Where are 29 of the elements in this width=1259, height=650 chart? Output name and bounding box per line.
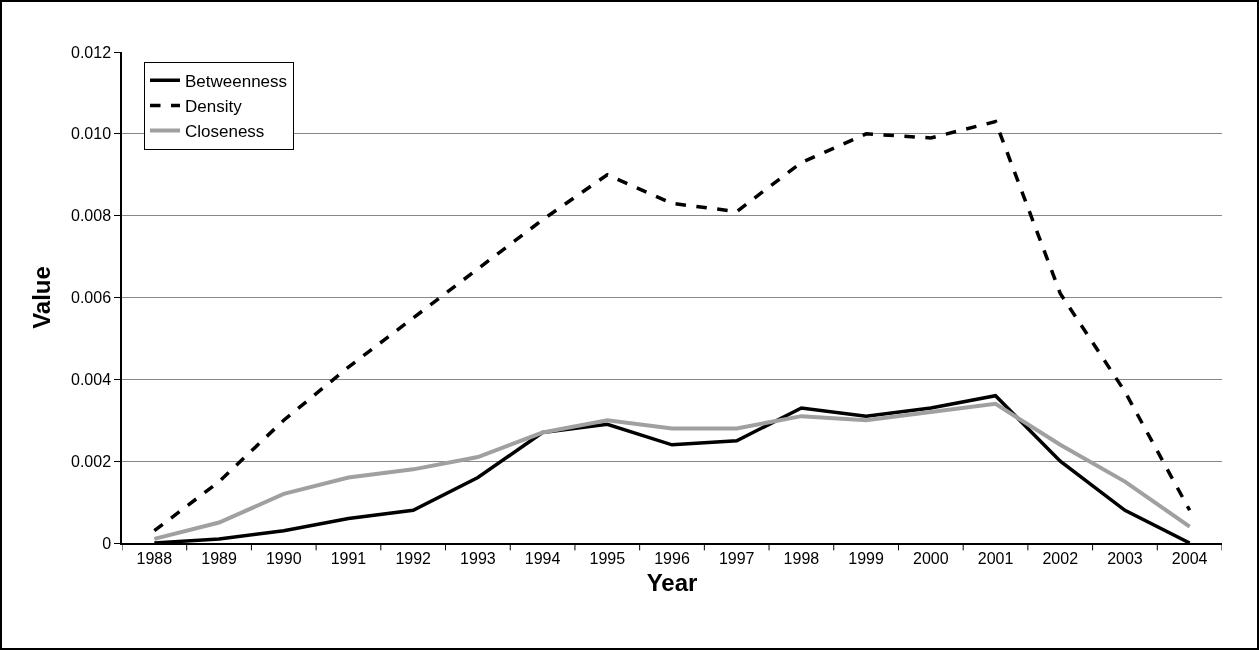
y-tick-label: 0.006 — [71, 289, 112, 307]
x-tick-label: 1996 — [654, 549, 690, 567]
x-tick-label: 2004 — [1171, 549, 1208, 567]
x-tick-label: 2002 — [1042, 549, 1079, 567]
x-tick-label: 1989 — [201, 549, 237, 567]
x-tick-label: 1991 — [330, 549, 367, 567]
x-tick-label: 2003 — [1107, 549, 1143, 567]
y-tick-label: 0.002 — [71, 452, 112, 470]
y-tick-label: 0.008 — [71, 207, 112, 225]
x-tick-label: 1999 — [848, 549, 885, 567]
y-tick-label: 0.012 — [71, 43, 112, 61]
y-tick-label: 0.010 — [71, 125, 112, 143]
x-tick-label: 1994 — [524, 549, 561, 567]
x-tick-label: 1990 — [265, 549, 302, 567]
x-tick-label: 1995 — [589, 549, 626, 567]
y-tick-label: 0 — [102, 534, 112, 552]
y-axis-title: Value — [27, 266, 55, 329]
legend-label: Density — [185, 97, 243, 117]
x-tick-label: 2001 — [977, 549, 1014, 567]
x-tick-label: 1992 — [395, 549, 432, 567]
x-tick-label: 2000 — [913, 549, 949, 567]
y-tick-label: 0.004 — [71, 370, 112, 388]
legend-label: Closeness — [185, 122, 265, 142]
x-tick-label: 1988 — [136, 549, 173, 567]
x-axis-title: Year — [646, 568, 698, 596]
legend-label: Betweenness — [185, 72, 288, 91]
x-tick-label: 1997 — [718, 549, 755, 567]
x-tick-label: 1998 — [783, 549, 820, 567]
x-tick-label: 1993 — [460, 549, 496, 567]
